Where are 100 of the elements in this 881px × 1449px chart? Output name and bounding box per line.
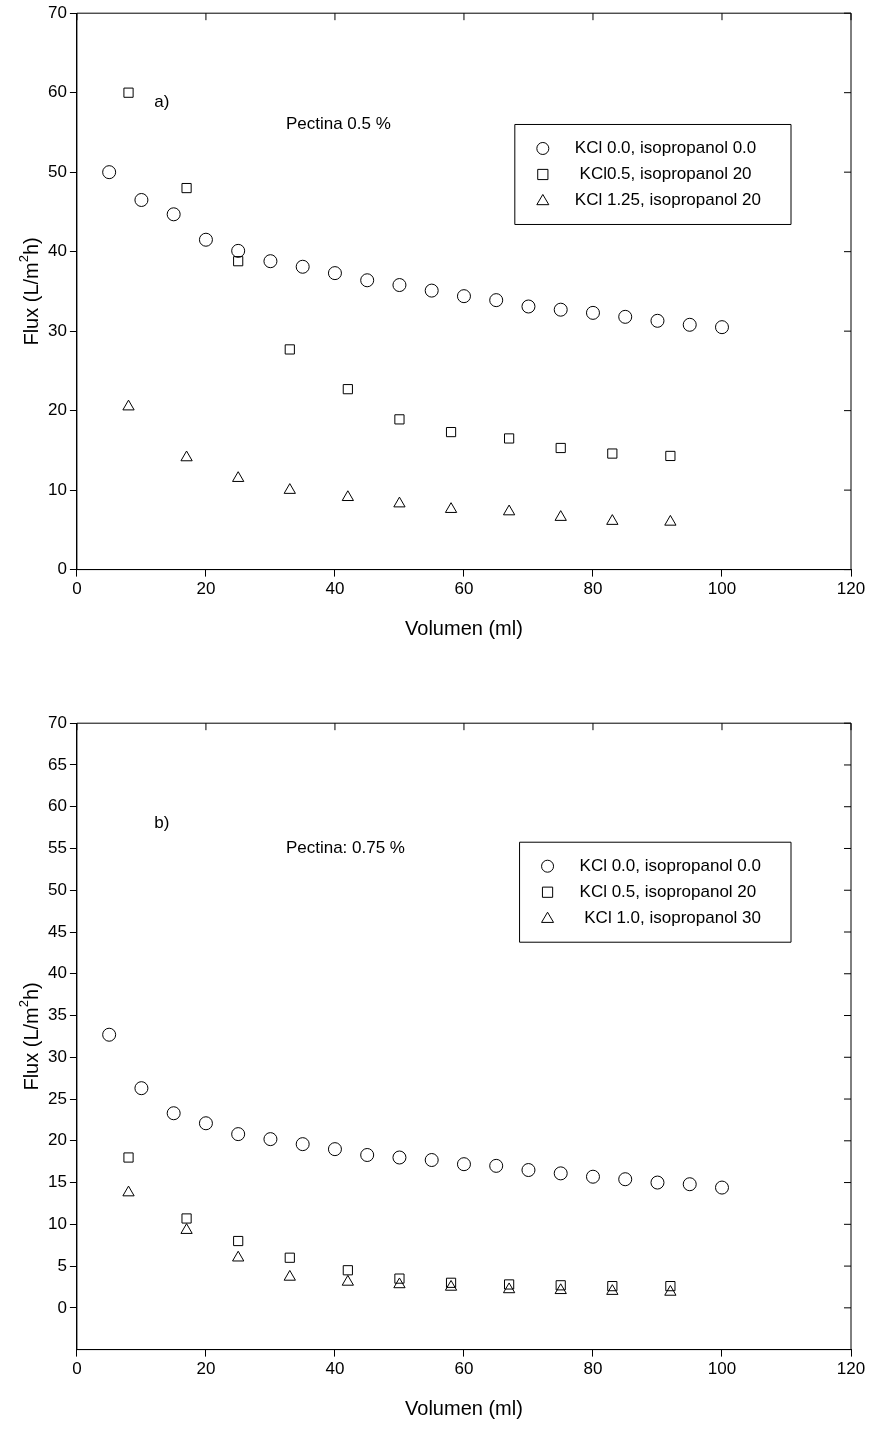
point (181, 1213, 192, 1224)
y-tick-label: 65 (47, 754, 67, 774)
point (554, 1283, 567, 1295)
point (283, 483, 296, 494)
point (504, 433, 515, 444)
annotation: a) (154, 91, 170, 111)
point (393, 1277, 406, 1289)
point (122, 1185, 135, 1197)
y-tick-label: 10 (47, 479, 67, 499)
x-axis-title: Volumen (ml) (405, 1396, 523, 1419)
point (232, 1250, 245, 1262)
y-tick-label: 10 (47, 1214, 67, 1234)
point (682, 317, 697, 332)
point (489, 1158, 504, 1173)
point (394, 414, 405, 425)
x-tick-label: 40 (325, 1359, 345, 1379)
point (585, 305, 600, 320)
x-tick-label: 20 (196, 1359, 216, 1379)
point (585, 1169, 600, 1184)
point (444, 502, 458, 513)
point (123, 87, 134, 98)
point (284, 1252, 295, 1263)
y-tick-label: 25 (47, 1088, 67, 1108)
y-tick-label: 20 (47, 1130, 67, 1150)
point (232, 471, 245, 482)
x-tick-label: 80 (583, 1359, 603, 1379)
point (102, 165, 117, 180)
x-tick-label: 120 (836, 579, 866, 599)
y-tick-label: 50 (47, 879, 67, 899)
y-tick-label: 30 (47, 1046, 67, 1066)
annotation: Pectina: 0.75 % (285, 838, 405, 858)
y-axis-title: Flux (L/m2h) (15, 237, 42, 346)
x-tick-label: 40 (325, 579, 345, 599)
point (360, 273, 375, 288)
point (555, 1280, 566, 1291)
point (650, 313, 665, 328)
y-axis-title: Flux (L/m2h) (15, 982, 42, 1091)
point (198, 232, 213, 247)
point (665, 450, 676, 462)
point (392, 1150, 407, 1165)
point (555, 442, 566, 454)
point (263, 254, 278, 269)
y-tick-label: 0 (57, 559, 67, 579)
point (231, 243, 246, 258)
point (445, 426, 457, 438)
point (424, 283, 439, 298)
point (295, 259, 310, 274)
point (342, 1265, 353, 1276)
point (327, 266, 342, 281)
point (180, 1223, 193, 1234)
point (607, 448, 618, 459)
x-tick-label: 100 (707, 579, 737, 599)
legend-label: KCl 1.25, isopropanol 20 (574, 190, 762, 210)
y-tick-label: 50 (47, 161, 67, 181)
point (134, 1081, 149, 1096)
point (456, 289, 471, 304)
x-tick-label: 120 (836, 1359, 866, 1379)
point (295, 1137, 310, 1152)
point (489, 293, 504, 308)
point (231, 1127, 246, 1142)
y-tick-label: 0 (57, 1297, 67, 1317)
point (502, 504, 516, 516)
point (650, 1175, 665, 1190)
point (424, 1153, 439, 1168)
point (327, 1142, 342, 1157)
point (284, 344, 295, 355)
y-tick-label: 55 (47, 838, 67, 858)
y-tick-label: 45 (47, 921, 67, 941)
point (166, 1106, 181, 1121)
y-tick-label: 5 (57, 1255, 67, 1275)
point (393, 496, 406, 508)
legend-label: KCl0.5, isopropanol 20 (574, 164, 752, 184)
point (606, 514, 619, 525)
point (664, 514, 677, 526)
y-tick-label: 35 (47, 1005, 67, 1025)
point (521, 1163, 536, 1178)
x-tick-label: 0 (72, 579, 82, 599)
x-tick-label: 80 (583, 579, 603, 599)
y-tick-label: 15 (47, 1172, 67, 1192)
point (233, 1235, 244, 1247)
point (392, 278, 407, 293)
x-tick-label: 60 (454, 1359, 474, 1379)
point (502, 1282, 516, 1294)
point (134, 192, 149, 207)
point (341, 490, 354, 502)
point (341, 1274, 354, 1286)
point (198, 1116, 213, 1131)
point (664, 1284, 677, 1296)
x-tick-label: 60 (454, 579, 474, 599)
x-tick-label: 0 (72, 1359, 82, 1379)
legend-label: KCl 0.5, isopropanol 20 (579, 881, 757, 901)
point (553, 302, 568, 317)
point (283, 1269, 296, 1281)
y-tick-label: 20 (47, 400, 67, 420)
y-tick-label: 60 (47, 796, 67, 816)
point (521, 299, 536, 314)
point (665, 1281, 676, 1292)
point (553, 1166, 568, 1181)
legend-label: KCl 1.0, isopropanol 30 (579, 907, 762, 927)
point (618, 309, 633, 324)
